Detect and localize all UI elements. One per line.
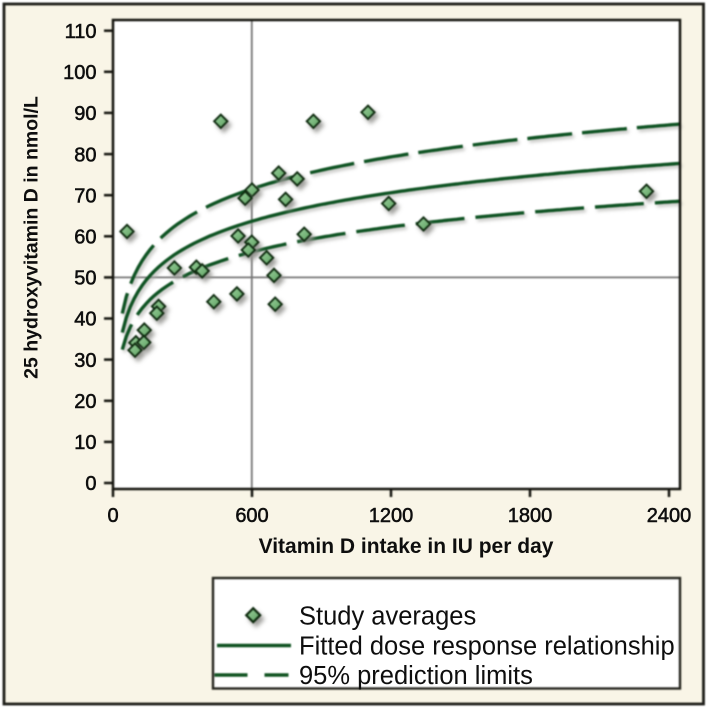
svg-text:95% prediction limits: 95% prediction limits xyxy=(299,662,533,690)
svg-text:1800: 1800 xyxy=(508,505,553,527)
svg-text:25 hydroxyvitamin D in nmol/L: 25 hydroxyvitamin D in nmol/L xyxy=(21,96,43,379)
svg-text:0: 0 xyxy=(85,473,96,495)
svg-text:100: 100 xyxy=(63,62,96,84)
svg-text:50: 50 xyxy=(74,268,96,290)
svg-text:1200: 1200 xyxy=(369,505,414,527)
svg-text:2400: 2400 xyxy=(647,505,692,527)
svg-text:600: 600 xyxy=(235,505,268,527)
svg-text:40: 40 xyxy=(74,309,96,331)
svg-text:20: 20 xyxy=(74,391,96,413)
svg-text:Fitted dose response relations: Fitted dose response relationship xyxy=(299,633,675,661)
svg-text:80: 80 xyxy=(74,144,96,166)
svg-text:10: 10 xyxy=(74,432,96,454)
svg-text:90: 90 xyxy=(74,103,96,125)
svg-text:30: 30 xyxy=(74,350,96,372)
svg-text:Study averages: Study averages xyxy=(299,603,476,631)
svg-text:110: 110 xyxy=(65,21,97,43)
svg-text:0: 0 xyxy=(107,505,118,527)
svg-text:70: 70 xyxy=(74,185,96,207)
svg-text:60: 60 xyxy=(74,227,96,249)
svg-text:Vitamin D intake in IU per day: Vitamin D intake in IU per day xyxy=(259,535,554,558)
